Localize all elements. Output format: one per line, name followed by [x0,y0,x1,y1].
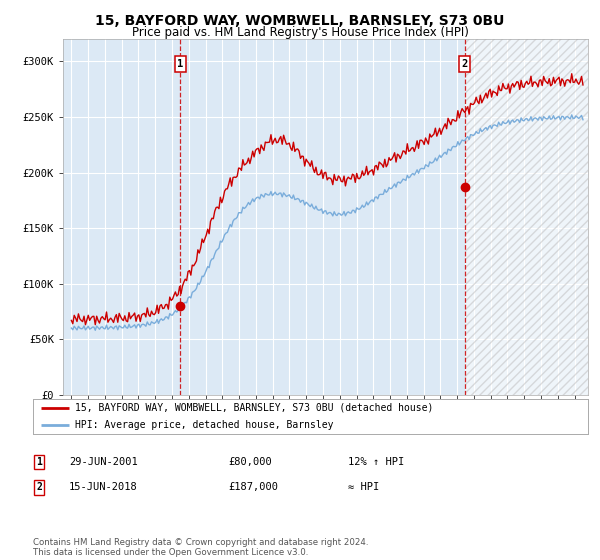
Text: 12% ↑ HPI: 12% ↑ HPI [348,457,404,467]
Text: 15-JUN-2018: 15-JUN-2018 [69,482,138,492]
Text: 15, BAYFORD WAY, WOMBWELL, BARNSLEY, S73 0BU (detached house): 15, BAYFORD WAY, WOMBWELL, BARNSLEY, S73… [74,403,433,413]
Text: 2: 2 [461,59,468,69]
Text: ≈ HPI: ≈ HPI [348,482,379,492]
Text: 15, BAYFORD WAY, WOMBWELL, BARNSLEY, S73 0BU: 15, BAYFORD WAY, WOMBWELL, BARNSLEY, S73… [95,14,505,28]
Text: £187,000: £187,000 [228,482,278,492]
Text: 1: 1 [177,59,184,69]
Text: Contains HM Land Registry data © Crown copyright and database right 2024.
This d: Contains HM Land Registry data © Crown c… [33,538,368,557]
Text: 1: 1 [36,457,42,467]
Text: Price paid vs. HM Land Registry's House Price Index (HPI): Price paid vs. HM Land Registry's House … [131,26,469,39]
Bar [465,39,588,395]
Text: HPI: Average price, detached house, Barnsley: HPI: Average price, detached house, Barn… [74,420,333,430]
Text: 29-JUN-2001: 29-JUN-2001 [69,457,138,467]
Text: £80,000: £80,000 [228,457,272,467]
Text: 2: 2 [36,482,42,492]
